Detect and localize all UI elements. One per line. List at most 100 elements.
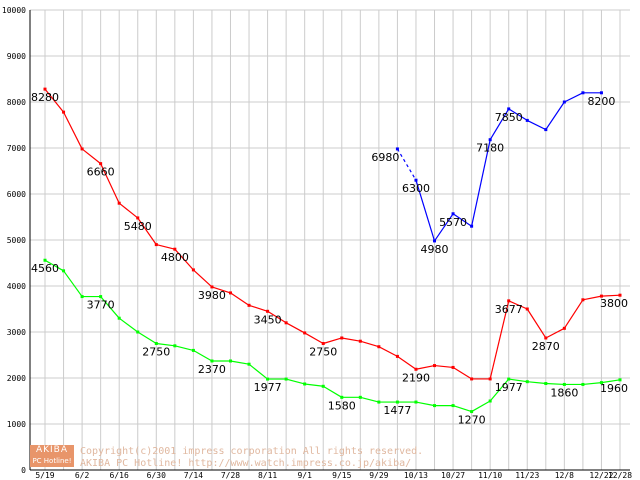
series-0-point xyxy=(618,293,622,297)
series-0-point xyxy=(266,309,270,313)
chart-grid xyxy=(30,9,630,471)
series-0-point xyxy=(377,345,381,349)
series-0-segment xyxy=(341,337,361,342)
y-tick-label: 3000 xyxy=(7,328,26,337)
series-1-segment xyxy=(471,400,491,413)
series-0-segment xyxy=(489,300,510,380)
series-1-segment xyxy=(137,331,157,345)
series-1-point xyxy=(80,295,84,299)
series-0-segment xyxy=(285,322,305,334)
series-0-point xyxy=(117,201,121,205)
series-2-point xyxy=(562,100,566,104)
series-1-segment xyxy=(304,383,324,387)
series-2-segment xyxy=(434,213,454,242)
series-0-point xyxy=(581,298,585,302)
series-2-segment xyxy=(526,119,547,131)
series-0-point xyxy=(562,326,566,330)
series-0-point xyxy=(191,268,195,272)
series-1-point xyxy=(581,382,585,386)
y-tick-labels: 0 1000 2000 3000 4000 5000 6000 7000 8000 9000 100… xyxy=(2,6,26,475)
series-1-point xyxy=(136,330,140,334)
data-label: 1270 xyxy=(458,414,486,427)
series-0-point xyxy=(470,377,474,381)
series-2-segment xyxy=(471,139,491,227)
data-label: 5480 xyxy=(124,220,152,233)
series-1-point xyxy=(507,377,511,381)
series-1-segment xyxy=(230,360,250,365)
series-0-segment xyxy=(582,295,602,301)
series-0-segment xyxy=(378,346,398,357)
series-0-segment xyxy=(100,163,120,204)
x-tick-labels: 5/19 6/2 6/16 6/30 7/14 7/28 8/11 9/1 9/15 9/29 10… xyxy=(35,471,632,480)
x-tick-label: 10/27 xyxy=(441,471,465,480)
series-1-segment xyxy=(118,317,139,333)
series-1-point xyxy=(562,382,566,386)
series-0-segment xyxy=(137,217,157,245)
data-label: 3677 xyxy=(495,303,523,316)
series-1-segment xyxy=(156,342,175,347)
data-label: 4800 xyxy=(161,251,189,264)
series-0-segment xyxy=(63,111,83,150)
series-1-segment xyxy=(285,378,305,385)
data-label: 1960 xyxy=(600,382,628,395)
y-tick-label: 0 xyxy=(21,466,26,475)
series-1-point xyxy=(470,410,474,414)
series-1-point xyxy=(395,400,399,404)
series-0-point xyxy=(340,336,344,340)
data-label: 2750 xyxy=(142,346,170,359)
series-0-point xyxy=(247,303,251,307)
series-1-segment xyxy=(63,270,83,297)
series-0-point xyxy=(80,147,84,151)
data-label: 1977 xyxy=(254,381,282,394)
series-1-segment xyxy=(248,363,268,380)
series-0-point xyxy=(451,365,455,369)
y-tick-label: 10000 xyxy=(2,6,26,15)
series-0-point xyxy=(62,110,66,114)
x-tick-label: 5/19 xyxy=(35,471,54,480)
series-0-segment xyxy=(304,332,324,345)
data-label: 3980 xyxy=(198,289,226,302)
series-2-segment xyxy=(508,108,528,121)
y-tick-label: 5000 xyxy=(7,236,26,245)
series-0-segment xyxy=(563,299,584,329)
series-1-segment xyxy=(360,396,380,403)
series-0-point xyxy=(303,331,307,335)
series-1-point xyxy=(62,269,66,273)
series-0-segment xyxy=(323,337,342,345)
series-0-segment xyxy=(211,286,231,294)
series-0-point xyxy=(414,367,418,371)
data-label: 6980 xyxy=(371,151,399,164)
data-label: 7850 xyxy=(495,111,523,124)
y-tick-label: 2000 xyxy=(7,374,26,383)
logo-bottom-text: PC Hotline! xyxy=(30,456,74,467)
series-2-point xyxy=(525,118,529,122)
series-0-segment xyxy=(118,202,139,219)
x-tick-label: 8/11 xyxy=(258,471,277,480)
series-2-point xyxy=(488,138,492,142)
series-1-point xyxy=(303,382,307,386)
series-2-segment xyxy=(545,101,565,130)
series-0-point xyxy=(525,307,529,311)
x-tick-label: 11/10 xyxy=(478,471,502,480)
x-tick-label: 12/28 xyxy=(608,471,632,480)
x-tick-label: 6/30 xyxy=(147,471,166,480)
x-tick-label: 7/28 xyxy=(221,471,240,480)
x-tick-label: 6/16 xyxy=(110,471,129,480)
series-2-segment xyxy=(489,108,510,141)
data-label: 1477 xyxy=(383,404,411,417)
series-1-segment xyxy=(193,349,213,362)
data-label: 2370 xyxy=(198,363,226,376)
series-0-point xyxy=(99,162,103,166)
series-0-segment xyxy=(156,244,175,250)
series-1-point xyxy=(99,295,103,299)
series-0-segment xyxy=(230,292,250,306)
series-1-point xyxy=(284,377,288,381)
series-1-point xyxy=(266,377,270,381)
y-tick-label: 8000 xyxy=(7,98,26,107)
data-label: 8200 xyxy=(587,95,615,108)
data-label: 8280 xyxy=(31,91,59,104)
chart-series xyxy=(43,87,622,414)
data-label: 7180 xyxy=(476,142,504,155)
series-1-point xyxy=(433,404,437,408)
